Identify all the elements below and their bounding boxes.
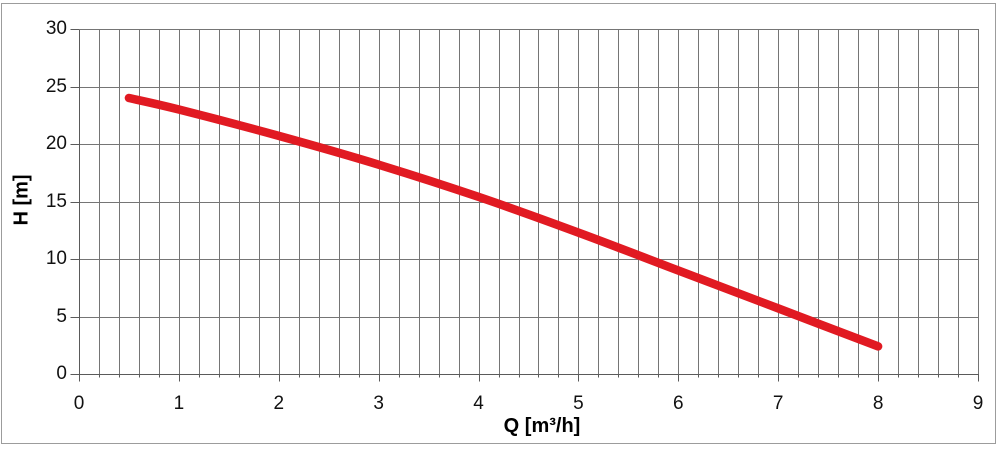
x-tick-label: 2	[273, 393, 285, 414]
x-tick-label: 5	[573, 393, 584, 414]
x-tick-label: 1	[173, 393, 185, 414]
y-tick-label: 20	[45, 133, 67, 154]
x-axis-title: Q [m³/h]	[503, 415, 581, 437]
x-tick-label: 0	[73, 393, 85, 414]
horizontal-gridlines	[79, 29, 979, 375]
y-tick-label: 10	[45, 248, 67, 269]
pump-curve	[124, 93, 883, 351]
x-tick-label: 9	[972, 393, 984, 414]
x-tick-label: 4	[473, 393, 484, 414]
x-tick-label: 8	[872, 393, 884, 414]
y-tick-label: 0	[56, 363, 67, 384]
x-tick-label: 3	[373, 393, 384, 414]
x-tick-label: 6	[673, 393, 684, 414]
y-tick-label: 15	[45, 190, 67, 212]
axis-lines	[79, 29, 979, 375]
vertical-gridlines	[79, 29, 979, 374]
y-tick-label: 25	[45, 75, 67, 97]
x-tick-label: 7	[772, 393, 784, 414]
y-tick-label: 5	[56, 305, 67, 327]
y-axis-title: H [m]	[10, 174, 33, 226]
y-tick-label: 30	[45, 18, 67, 39]
